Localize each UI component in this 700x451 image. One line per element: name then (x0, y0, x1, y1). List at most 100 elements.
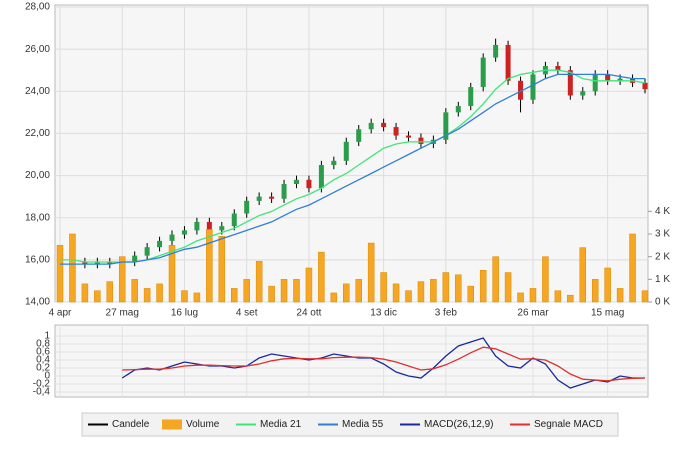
volume-bar (554, 290, 562, 303)
candle-body (580, 91, 586, 96)
volume-bar (479, 270, 487, 303)
volume-bar (392, 283, 400, 303)
volume-bar (405, 290, 412, 303)
x-tick-label: 16 lug (171, 308, 198, 319)
volume-bar (629, 233, 636, 303)
candle-body (132, 255, 138, 262)
candle-body (293, 179, 299, 184)
x-tick-label: 4 apr (49, 308, 72, 319)
volume-bar (231, 288, 238, 303)
line (121, 337, 645, 389)
candle-body (206, 221, 212, 231)
volume-bar (529, 288, 537, 303)
line (122, 346, 646, 382)
x-tick-label: 15 mag (591, 308, 624, 319)
volume-bar (417, 281, 425, 303)
y-tick-label: 0,8 (36, 339, 50, 350)
y2-tick-label: 2 K (655, 251, 670, 262)
candle-body (157, 240, 163, 248)
volume-bar (280, 279, 288, 303)
candle-body (406, 135, 412, 138)
volume-bar (168, 245, 176, 303)
x-tick-label: 3 feb (435, 308, 458, 319)
candle-body (368, 122, 374, 130)
candle-body (94, 261, 100, 265)
candle-body (281, 184, 287, 199)
x-tick-label: 4 set (236, 308, 258, 319)
volume-bar (81, 283, 89, 303)
volume-bar (467, 285, 474, 303)
volume-bar (305, 267, 313, 303)
legend-label: Volume (186, 419, 220, 430)
candle-body (505, 44, 511, 81)
volume-bar (118, 256, 126, 303)
volume-bar (604, 267, 611, 303)
candle-body (443, 112, 449, 140)
candle-body (169, 234, 175, 241)
legend-box (81, 412, 619, 437)
line (60, 73, 645, 265)
y-tick-label: -0,2 (33, 379, 51, 390)
x-tick-label: 24 ott (296, 308, 321, 319)
candle-body (468, 87, 474, 107)
volume-bar (442, 272, 450, 303)
volume-bar (380, 272, 387, 303)
x-tick-label: 27 mag (106, 308, 139, 319)
volume-bar (69, 233, 76, 303)
candle-body (617, 78, 623, 81)
volume-bar (542, 256, 549, 303)
volume-bar (430, 279, 437, 303)
volume-bar (591, 279, 599, 303)
volume-bar (641, 290, 649, 303)
volume-bar (193, 292, 201, 303)
candle-body (592, 74, 598, 92)
candle-body (256, 196, 262, 201)
candle-body (555, 66, 561, 71)
y-tick-label: 16,00 (25, 254, 50, 265)
volume-bar (56, 245, 64, 303)
volume-bar (268, 285, 275, 303)
candle-body (418, 137, 424, 144)
line (60, 69, 646, 263)
y-tick-label: 28,00 (25, 2, 50, 13)
candle-body (455, 106, 461, 113)
volume-bar (255, 260, 263, 303)
volume-bar (567, 294, 574, 303)
candle-body (231, 213, 237, 227)
legend-label: Candele (112, 419, 150, 430)
volume-bar (517, 292, 524, 303)
candle-body (306, 179, 312, 189)
candle-body (605, 74, 611, 81)
y-tick-label: 20,00 (25, 170, 50, 181)
candle-body (356, 129, 362, 142)
candle-body (518, 80, 524, 100)
volume-bar (218, 236, 226, 303)
volume-bar (355, 279, 362, 303)
candle-body (107, 261, 113, 265)
x-tick-label: 26 mar (517, 308, 549, 319)
volume-bar (156, 283, 163, 303)
volume-bar (492, 256, 499, 303)
candle-body (381, 122, 387, 128)
legend-label: Segnale MACD (534, 419, 603, 430)
candle-body (642, 82, 648, 90)
candle-body (331, 160, 337, 166)
candle-body (318, 165, 324, 189)
candle-body (244, 200, 250, 214)
legend-label: MACD(26,12,9) (424, 419, 493, 430)
y-tick-label: 24,00 (25, 86, 50, 97)
y2-tick-label: 1 K (655, 274, 670, 285)
y-tick-label: 0,6 (36, 347, 50, 358)
candle-body (493, 44, 499, 58)
volume-bar (181, 290, 188, 303)
y-tick-label: 18,00 (25, 212, 50, 223)
legend-label: Media 21 (260, 419, 302, 430)
volume-bar (504, 272, 512, 303)
volume-bar (131, 279, 138, 303)
candle-body (393, 127, 399, 136)
y2-tick-label: 3 K (655, 229, 670, 240)
candle-body (480, 57, 486, 88)
volume-bar (206, 229, 213, 303)
y2-tick-label: 4 K (655, 206, 670, 217)
